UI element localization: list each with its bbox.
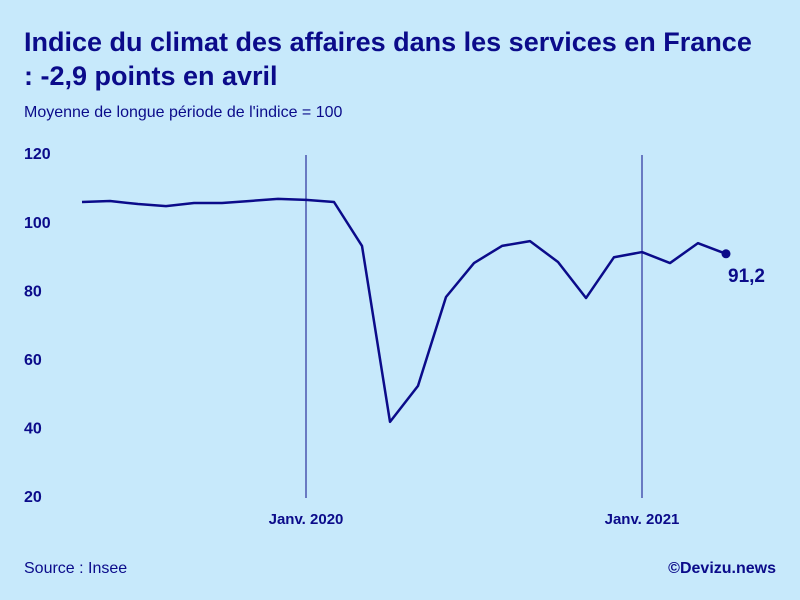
y-tick-label: 120 (24, 146, 51, 163)
y-tick-label: 60 (24, 352, 42, 369)
data-label: 91,2 (728, 266, 765, 287)
x-tick-label: Janv. 2020 (269, 511, 344, 528)
source: Source : Insee (24, 560, 127, 577)
line (81, 197, 727, 424)
y-tick-label: 40 (24, 421, 42, 438)
x-tick-label: Janv. 2021 (605, 511, 680, 528)
chart-title: : -2,9 points en avril (24, 61, 278, 91)
credit: ©Devizu.news (668, 560, 776, 577)
chart-subtitle: Moyenne de longue période de l'indice = … (24, 104, 343, 121)
y-tick-label: 20 (24, 489, 42, 506)
y-tick-label: 100 (24, 215, 51, 232)
end-point (721, 249, 731, 259)
y-tick-label: 80 (24, 283, 42, 300)
chart-title: Indice du climat des affaires dans les s… (24, 27, 752, 57)
